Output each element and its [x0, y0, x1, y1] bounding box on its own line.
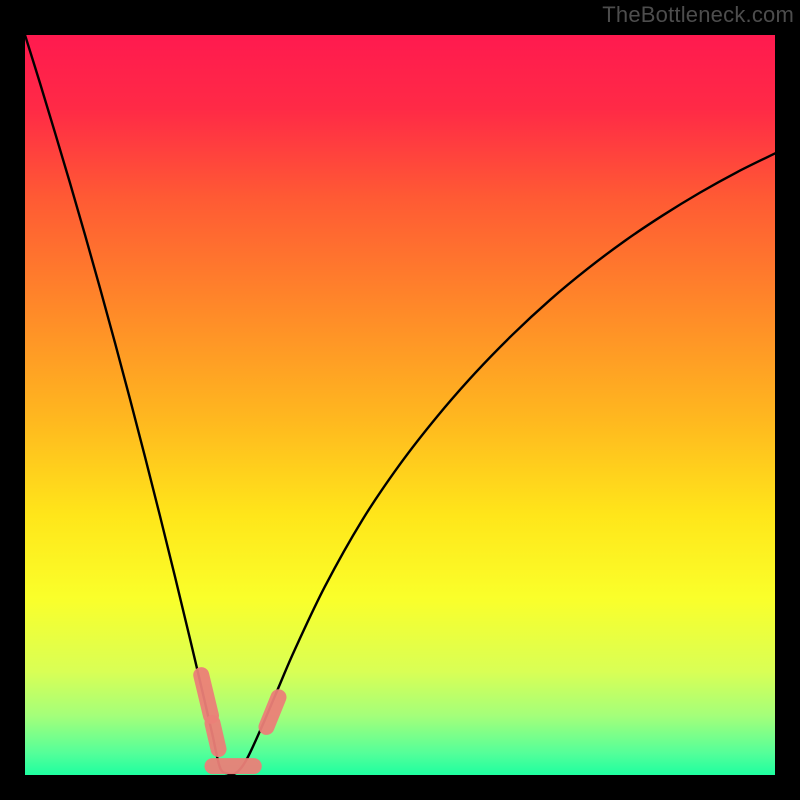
bottleneck-v-curve [25, 35, 775, 774]
highlighted-points-1 [213, 723, 219, 749]
chart-overlay [25, 35, 775, 775]
highlighted-points-0 [201, 675, 211, 716]
watermark-text: TheBottleneck.com [602, 2, 794, 28]
chart-frame: TheBottleneck.com [0, 0, 800, 800]
highlighted-points-3 [267, 697, 279, 727]
plot-area [25, 35, 775, 775]
